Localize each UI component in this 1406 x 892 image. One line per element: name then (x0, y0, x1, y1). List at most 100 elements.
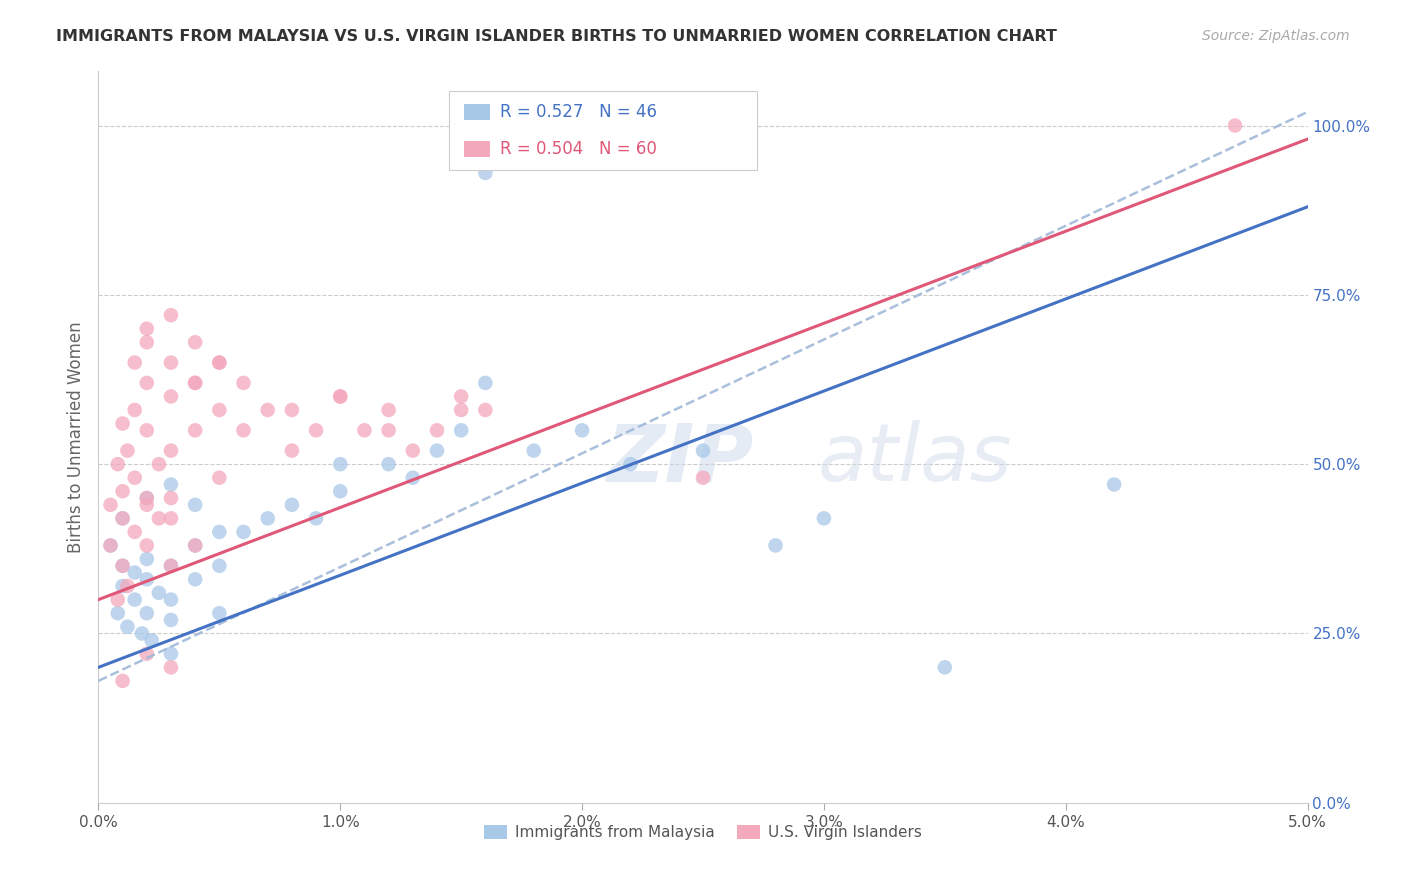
Point (184, 376, 207, 390)
Text: R = 0.527   N = 46: R = 0.527 N = 46 (501, 103, 657, 121)
Point (208, 355, 231, 369)
Point (450, 403, 472, 417)
Point (111, 511, 134, 525)
Point (474, 403, 496, 417)
Point (100, 538, 122, 552)
Point (124, 403, 146, 417)
Point (135, 322, 157, 336)
Point (208, 355, 231, 369)
Point (450, 423, 472, 437)
Point (184, 376, 207, 390)
Point (111, 417, 134, 431)
Point (135, 498, 157, 512)
Point (474, 166, 496, 180)
Point (208, 524, 231, 539)
Point (184, 498, 207, 512)
Point (934, 660, 956, 674)
FancyBboxPatch shape (449, 91, 758, 170)
Point (813, 511, 835, 525)
Point (135, 376, 157, 390)
Point (160, 511, 183, 525)
Point (124, 355, 146, 369)
Point (117, 443, 139, 458)
Point (160, 613, 183, 627)
Point (160, 491, 183, 505)
Point (148, 586, 170, 600)
Point (329, 484, 352, 499)
Point (377, 403, 399, 417)
Bar (464, 104, 491, 120)
Point (160, 443, 183, 458)
Point (256, 511, 278, 525)
Point (111, 558, 134, 573)
Text: atlas: atlas (818, 420, 1012, 498)
Point (426, 423, 449, 437)
Point (111, 511, 134, 525)
Point (184, 538, 207, 552)
Point (281, 403, 304, 417)
Point (135, 552, 157, 566)
Point (184, 572, 207, 586)
Point (232, 524, 254, 539)
Point (208, 471, 231, 485)
Point (305, 423, 328, 437)
Point (619, 457, 641, 471)
Text: ZIP: ZIP (606, 420, 754, 498)
Point (377, 457, 399, 471)
Point (111, 558, 134, 573)
Point (353, 423, 375, 437)
Point (135, 538, 157, 552)
Point (148, 457, 170, 471)
Text: IMMIGRANTS FROM MALAYSIA VS U.S. VIRGIN ISLANDER BIRTHS TO UNMARRIED WOMEN CORRE: IMMIGRANTS FROM MALAYSIA VS U.S. VIRGIN … (56, 29, 1057, 44)
Point (208, 403, 231, 417)
Point (402, 443, 425, 458)
Point (329, 389, 352, 403)
Point (111, 673, 134, 688)
Point (1223, 119, 1246, 133)
Point (160, 477, 183, 491)
Point (135, 647, 157, 661)
Point (765, 538, 787, 552)
Point (160, 308, 183, 322)
Legend: Immigrants from Malaysia, U.S. Virgin Islanders: Immigrants from Malaysia, U.S. Virgin Is… (478, 819, 928, 847)
Point (160, 647, 183, 661)
Point (232, 423, 254, 437)
Point (232, 376, 254, 390)
Point (281, 443, 304, 458)
Point (160, 389, 183, 403)
Point (160, 355, 183, 369)
Point (377, 423, 399, 437)
Point (107, 592, 129, 607)
Point (124, 592, 146, 607)
Point (402, 471, 425, 485)
Point (329, 457, 352, 471)
Point (160, 592, 183, 607)
Bar (464, 141, 491, 157)
Point (571, 423, 593, 437)
Point (141, 633, 163, 648)
Text: R = 0.504   N = 60: R = 0.504 N = 60 (501, 140, 657, 158)
Point (160, 558, 183, 573)
Point (135, 491, 157, 505)
Point (135, 335, 157, 350)
Point (111, 484, 134, 499)
Point (692, 443, 714, 458)
Point (426, 443, 449, 458)
Point (184, 423, 207, 437)
Point (256, 403, 278, 417)
Point (135, 423, 157, 437)
Point (184, 335, 207, 350)
Y-axis label: Births to Unmarried Women: Births to Unmarried Women (66, 321, 84, 553)
Point (107, 606, 129, 620)
Point (305, 511, 328, 525)
Point (692, 471, 714, 485)
Point (135, 572, 157, 586)
Point (100, 538, 122, 552)
Point (124, 524, 146, 539)
Point (184, 538, 207, 552)
Point (523, 443, 546, 458)
Point (474, 376, 496, 390)
Point (135, 491, 157, 505)
Point (117, 620, 139, 634)
Point (111, 579, 134, 593)
